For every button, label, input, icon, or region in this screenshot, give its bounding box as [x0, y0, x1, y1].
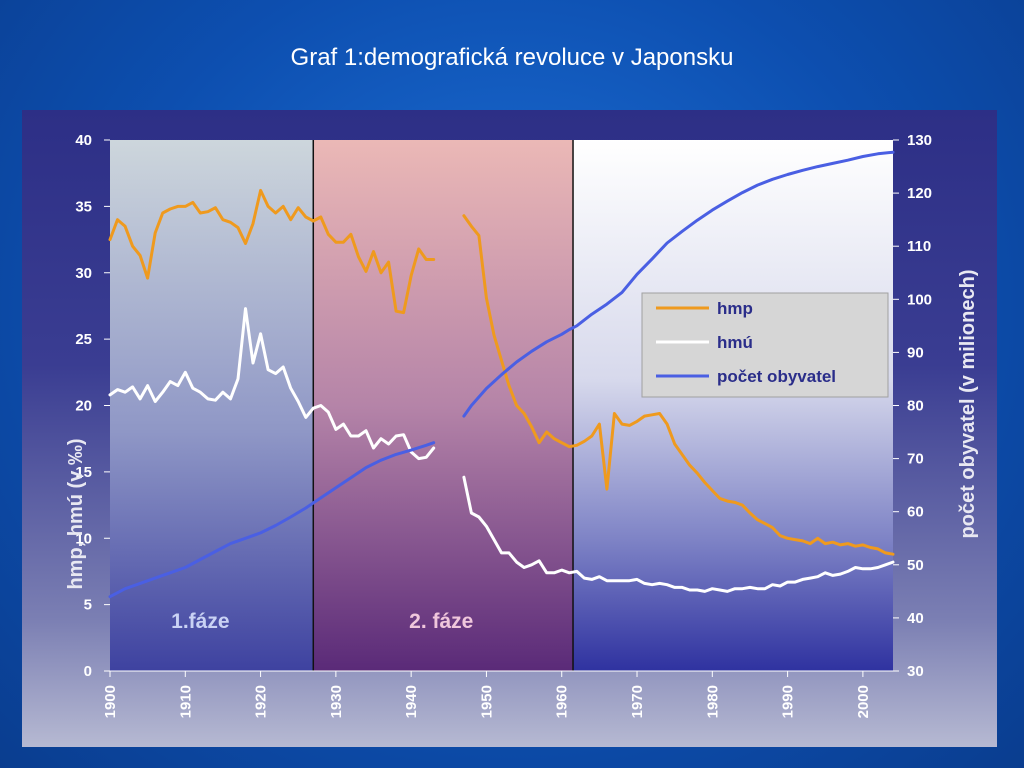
x-tick-label: 1990 — [780, 685, 797, 718]
series-line-hmp-2 — [462, 214, 895, 556]
y-tick-label-right: 110 — [907, 238, 931, 255]
y-tick-label-right: 100 — [907, 291, 932, 308]
x-tick-label: 1970 — [629, 685, 646, 718]
y-tick-label-right: 120 — [907, 185, 932, 202]
y-tick-label-right: 40 — [907, 610, 924, 627]
series-line-hmp-1 — [108, 188, 436, 315]
phase-dividers — [312, 140, 574, 671]
series-line-population-1 — [108, 441, 436, 599]
x-tick-label: 1910 — [177, 685, 194, 718]
x-tick-label: 2000 — [855, 685, 872, 718]
x-axis: 1900 1910 1920 1930 1940 1950 1960 1970 1980 1990… — [102, 670, 893, 718]
legend-label-hmp: hmp — [717, 299, 753, 318]
y-tick-label-left: 40 — [75, 132, 92, 149]
phase3-background — [573, 140, 893, 671]
phase-label-1: 1.fáze — [171, 610, 229, 633]
y-tick-label-left: 15 — [75, 464, 92, 481]
slide-title: Graf 1:demografická revoluce v Japonsku — [290, 44, 734, 71]
x-tick-label: 1960 — [554, 685, 571, 718]
demographic-chart: 0 5 10 15 20 25 30 35 40 30 40 50 60 70 80 90 100 110 120… — [65, 132, 979, 718]
y-axis-title-right: počet obyvatel (v milionech) — [957, 270, 979, 539]
y-tick-label-left: 10 — [75, 530, 92, 547]
right-axis: 30 40 50 60 70 80 90 100 110 120 130 — [893, 132, 932, 680]
series-layer — [108, 150, 895, 599]
left-axis: 0 5 10 15 20 25 30 35 40 — [75, 132, 110, 680]
legend: hmp hmú počet obyvatel — [641, 292, 889, 398]
legend-label-population: počet obyvatel — [717, 367, 836, 386]
series-line-hmu-1 — [108, 307, 436, 461]
series-line-hmu-2 — [462, 475, 895, 593]
y-tick-label-left: 0 — [84, 663, 92, 680]
series-line-population-2 — [462, 150, 895, 418]
legend-label-hmu: hmú — [717, 333, 753, 352]
x-tick-label: 1920 — [253, 685, 270, 718]
chart-frame: 0 5 10 15 20 25 30 35 40 30 40 50 60 70 80 90 100 110 120… — [22, 110, 997, 747]
y-tick-label-left: 25 — [75, 331, 92, 348]
y-tick-label-left: 20 — [75, 398, 92, 415]
x-tick-label: 1900 — [102, 685, 119, 718]
x-tick-label: 1950 — [478, 685, 495, 718]
y-tick-label-right: 60 — [907, 504, 924, 521]
phase-labels: 1.fáze 2. fáze — [171, 610, 473, 633]
x-tick-label: 1980 — [704, 685, 721, 718]
y-axis-title-left: hmp, hmú (v ‰) — [65, 438, 87, 589]
y-tick-label-right: 80 — [907, 398, 924, 415]
y-tick-label-right: 90 — [907, 344, 924, 361]
y-tick-label-right: 70 — [907, 451, 924, 468]
y-tick-label-right: 130 — [907, 132, 932, 149]
x-tick-label: 1940 — [403, 685, 420, 718]
y-tick-label-right: 50 — [907, 557, 924, 574]
legend-box — [641, 292, 889, 398]
phase-label-2: 2. fáze — [409, 610, 473, 633]
phase1-background — [110, 140, 314, 671]
y-tick-label-left: 35 — [75, 198, 92, 215]
y-tick-label-left: 5 — [84, 597, 92, 614]
y-tick-label-left: 30 — [75, 265, 92, 282]
plot-background — [110, 140, 893, 671]
phase2-background — [313, 140, 574, 671]
y-tick-label-right: 30 — [907, 663, 924, 680]
x-tick-label: 1930 — [328, 685, 345, 718]
